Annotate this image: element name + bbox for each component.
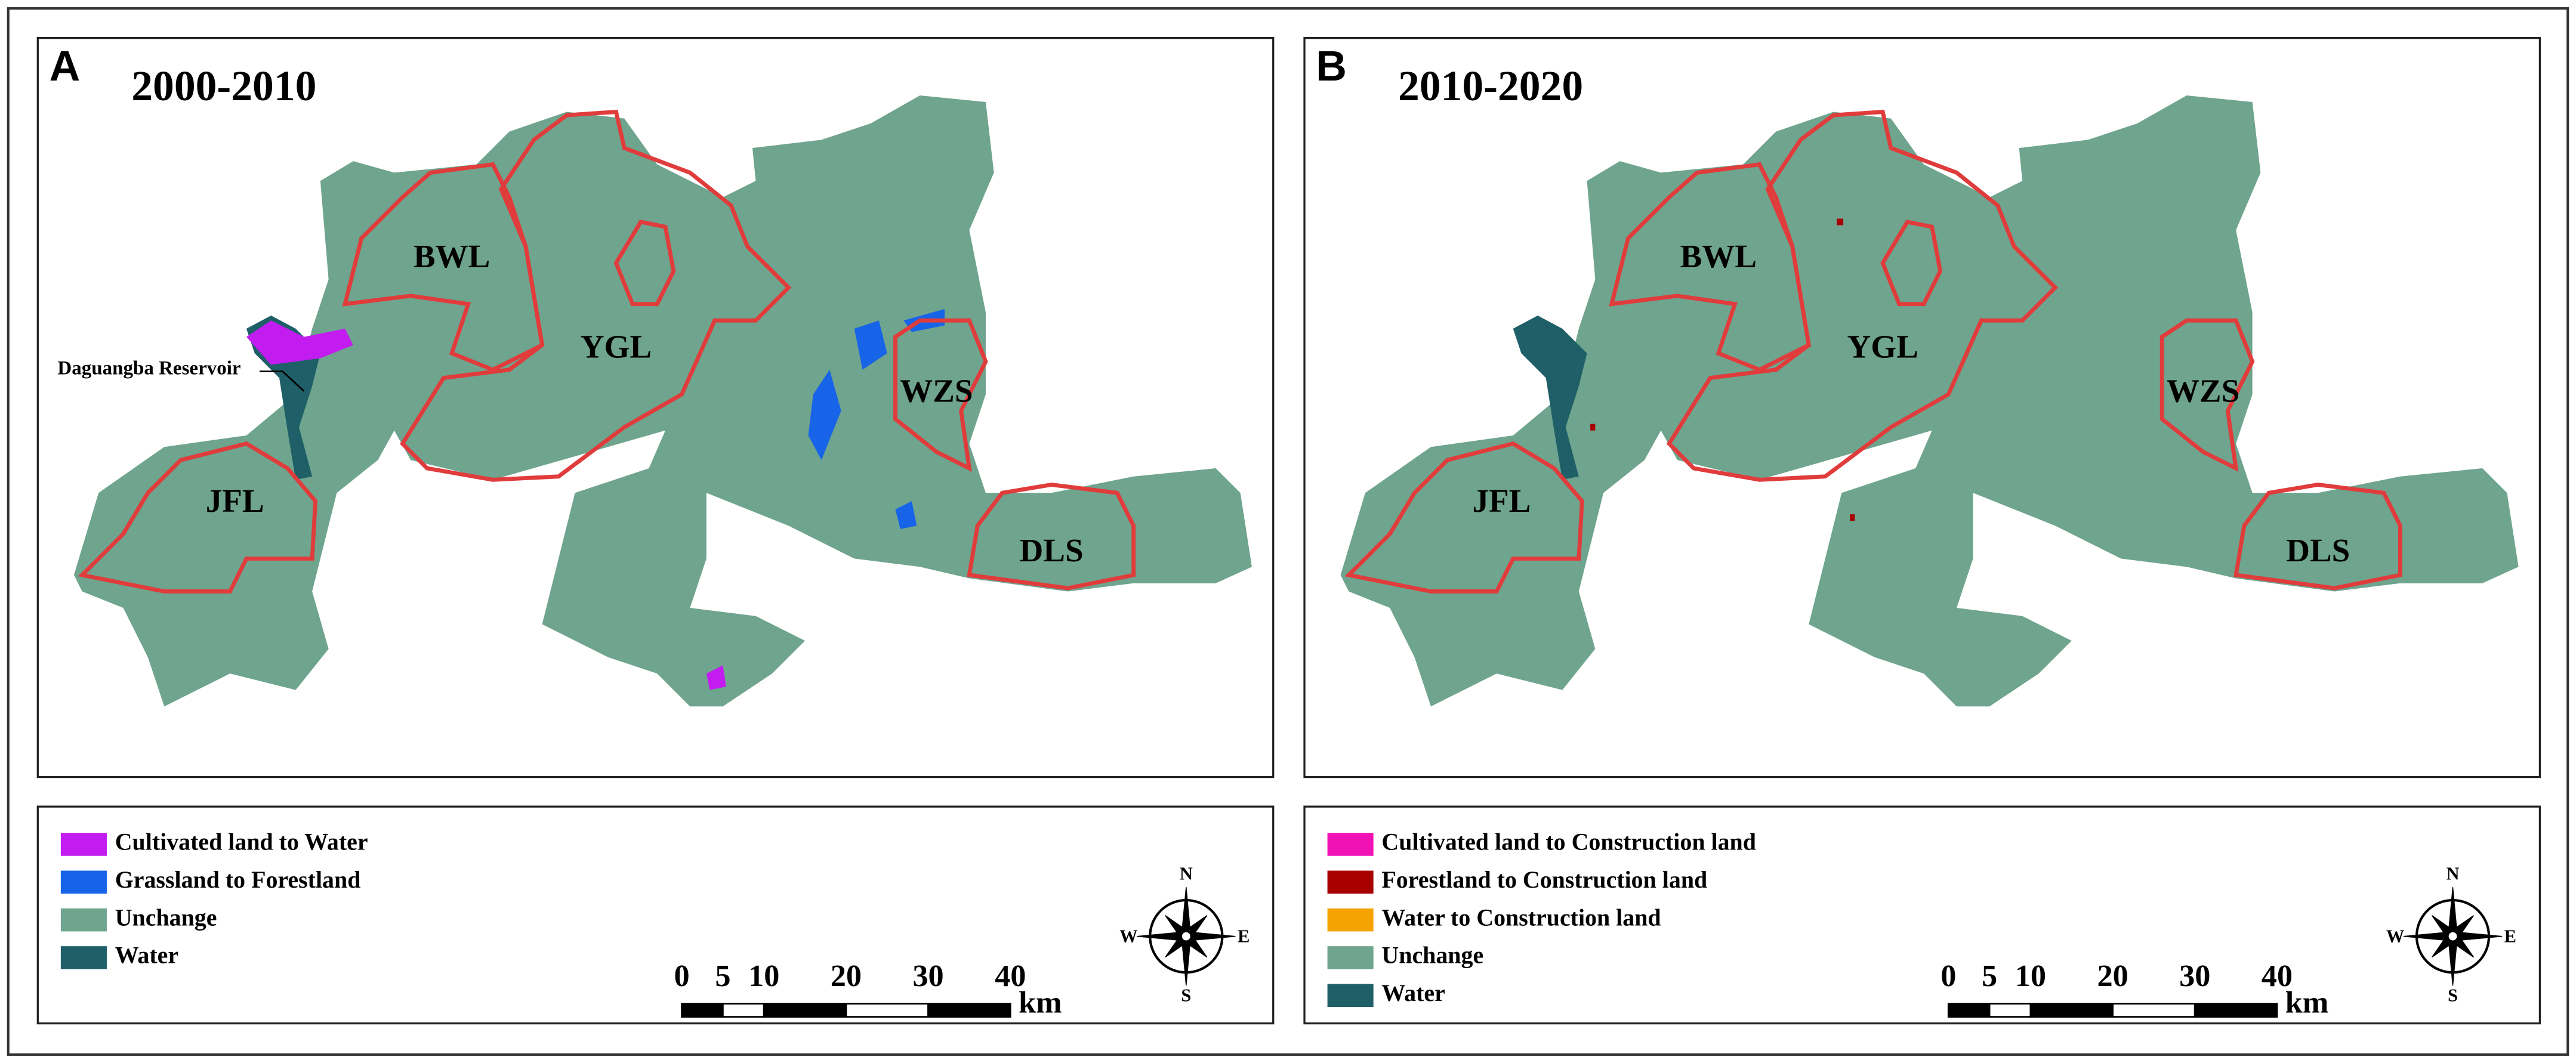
compass-n: N bbox=[2447, 864, 2460, 884]
scale-tick-label: 30 bbox=[912, 959, 943, 993]
legend-label: Forestland to Construction land bbox=[1381, 866, 1707, 893]
legend-swatch bbox=[60, 908, 107, 932]
legend-swatch bbox=[60, 833, 107, 856]
legend-label: Unchange bbox=[1381, 942, 1483, 969]
region-label: YGL bbox=[1847, 328, 1918, 364]
region-label: JFL bbox=[206, 483, 264, 519]
scale-segment bbox=[2112, 1003, 2196, 1018]
region-label: WZS bbox=[2167, 373, 2239, 409]
panel-title: 2010-2020 bbox=[1398, 63, 1583, 110]
change-patch bbox=[1850, 514, 1855, 521]
legend-swatch bbox=[60, 946, 107, 969]
legend-label: Water bbox=[1381, 979, 1445, 1006]
region-label: BWL bbox=[414, 238, 490, 274]
change-patch bbox=[854, 320, 887, 370]
scale-segment bbox=[927, 1003, 1011, 1018]
leader-line bbox=[260, 370, 305, 392]
compass-w: W bbox=[2386, 926, 2404, 946]
panel-label: A bbox=[50, 42, 81, 90]
change-patch bbox=[706, 665, 726, 690]
scale-tick-label: 5 bbox=[715, 959, 730, 993]
water-body bbox=[1513, 315, 1587, 480]
land-area bbox=[73, 95, 1252, 707]
region-outline bbox=[967, 483, 1136, 591]
scale-segment bbox=[1947, 1003, 1991, 1018]
scale-segment bbox=[681, 1003, 724, 1018]
scale-tick-label: 40 bbox=[995, 959, 1026, 993]
compass-s: S bbox=[2448, 985, 2458, 1005]
legend-label: Cultivated land to Construction land bbox=[1381, 829, 1756, 855]
change-patch bbox=[1837, 218, 1844, 225]
scale-tick-label: 10 bbox=[2015, 959, 2046, 993]
annotation: Daguangba Reservoir bbox=[57, 357, 240, 379]
legend-label: Water to Construction land bbox=[1381, 904, 1661, 931]
scale-unit: km bbox=[2285, 985, 2329, 1019]
scale-unit: km bbox=[1019, 985, 1062, 1019]
scale-tick-label: 0 bbox=[674, 959, 689, 993]
legend-label: Grassland to Forestland bbox=[115, 866, 361, 893]
region-outline bbox=[893, 318, 988, 472]
compass-e: E bbox=[1238, 926, 1250, 946]
legend-label: Cultivated land to Water bbox=[115, 829, 368, 855]
region-outline bbox=[1666, 109, 2059, 482]
region-outline bbox=[78, 441, 318, 594]
legend-swatch bbox=[1327, 908, 1374, 932]
scale-tick-label: 5 bbox=[1982, 959, 1997, 993]
region-label: DLS bbox=[1019, 532, 1083, 568]
legend-swatch bbox=[1327, 833, 1374, 856]
change-patch bbox=[1590, 424, 1596, 431]
legend-swatch bbox=[1327, 870, 1374, 894]
scale-tick-label: 30 bbox=[2179, 959, 2210, 993]
legend-label: Water bbox=[115, 942, 178, 969]
legend-swatch bbox=[60, 870, 107, 894]
compass-n: N bbox=[1180, 864, 1193, 884]
change-patch bbox=[895, 501, 917, 529]
region-outline bbox=[2233, 483, 2402, 591]
compass-s: S bbox=[1181, 985, 1191, 1005]
scale-segment bbox=[2194, 1003, 2278, 1018]
compass-e: E bbox=[2504, 926, 2516, 946]
scale-segment bbox=[845, 1003, 929, 1018]
scale-tick-label: 0 bbox=[1941, 959, 1956, 993]
region-outline bbox=[2159, 318, 2255, 472]
scale-segment bbox=[2029, 1003, 2114, 1018]
scale-tick-label: 40 bbox=[2262, 959, 2293, 993]
legend-frame bbox=[36, 805, 1275, 1025]
region-label: DLS bbox=[2286, 532, 2350, 568]
scale-tick-label: 10 bbox=[748, 959, 779, 993]
scale-tick-label: 20 bbox=[2097, 959, 2128, 993]
scale-segment bbox=[763, 1003, 847, 1018]
region-label: WZS bbox=[900, 373, 973, 409]
legend-frame bbox=[1303, 805, 2541, 1025]
panel: BWL YGL WZS JFL DLS B 2010-2020 Cultivated land… bbox=[1303, 37, 2541, 1025]
panel-label: B bbox=[1316, 42, 1347, 90]
region-label: JFL bbox=[1472, 483, 1531, 519]
land-area bbox=[1340, 95, 2519, 707]
scale-tick-label: 20 bbox=[831, 959, 862, 993]
scale-segment bbox=[722, 1003, 765, 1018]
legend-label: Unchange bbox=[115, 904, 217, 931]
legend-swatch bbox=[1327, 984, 1374, 1008]
compass-center bbox=[1181, 932, 1190, 941]
region-outline bbox=[1344, 441, 1584, 594]
region-label: YGL bbox=[581, 328, 652, 364]
compass-center bbox=[2448, 932, 2457, 941]
change-patch bbox=[808, 369, 841, 461]
legend-swatch bbox=[1327, 946, 1374, 969]
compass-w: W bbox=[1119, 926, 1137, 946]
scale-segment bbox=[1988, 1003, 2032, 1018]
panel: BWL YGL WZS JFL DLS A 2000-2010 Daguangba Reser… bbox=[36, 37, 1275, 1025]
region-label: BWL bbox=[1680, 238, 1757, 274]
panel-title: 2000-2010 bbox=[131, 63, 316, 110]
change-patch bbox=[246, 320, 353, 365]
region-outline bbox=[400, 109, 792, 482]
